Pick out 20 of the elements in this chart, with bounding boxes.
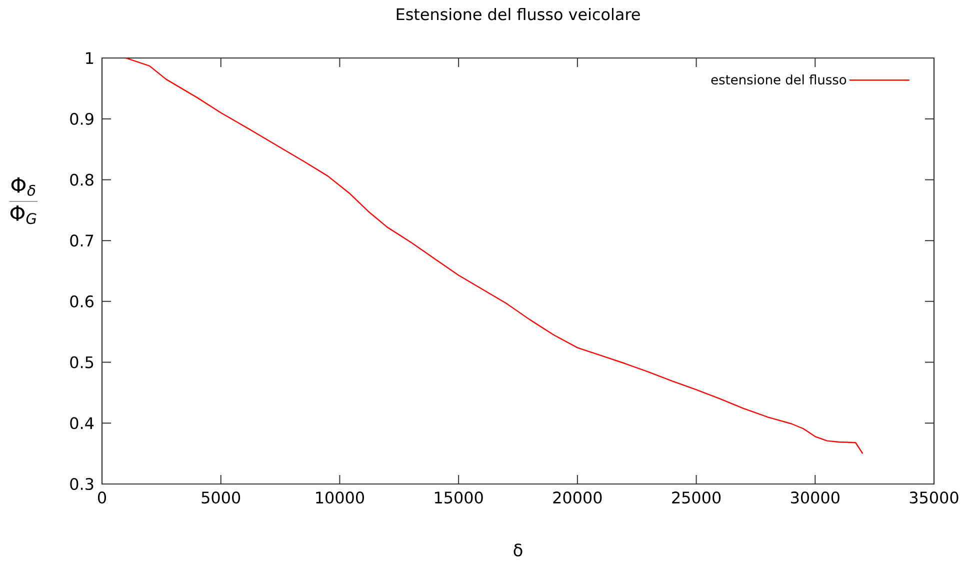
y-tick-label: 0.8 bbox=[70, 174, 94, 186]
x-tick-label: 20000 bbox=[553, 492, 602, 504]
x-tick-label: 5000 bbox=[202, 492, 240, 504]
y-tick-label: 0.9 bbox=[70, 112, 94, 125]
x-tick-label: 10000 bbox=[316, 492, 364, 504]
y-tick-label: 0.7 bbox=[70, 234, 94, 247]
x-tick-label: 15000 bbox=[434, 492, 483, 504]
x-tick-label: 35000 bbox=[910, 492, 958, 504]
x-tick-label: 0 bbox=[98, 492, 106, 504]
y-tick-label: 0.5 bbox=[70, 356, 94, 368]
x-tick-label: 30000 bbox=[791, 492, 840, 504]
x-tick-label: 25000 bbox=[672, 492, 721, 504]
chart-title: Estensione del flusso veicolare bbox=[396, 8, 640, 20]
y-tick-label: 0.4 bbox=[70, 417, 94, 430]
legend-label: estensione del flusso bbox=[711, 74, 846, 85]
y-tick-label: 1 bbox=[86, 52, 94, 64]
x-axis-title: δ bbox=[514, 544, 522, 556]
y-tick-label: 0.3 bbox=[70, 478, 94, 490]
y-tick-label: 0.6 bbox=[70, 295, 94, 308]
y-axis-title: $\frac{\Phi_{\delta}}{\Phi_{G}}$ bbox=[9, 177, 38, 224]
